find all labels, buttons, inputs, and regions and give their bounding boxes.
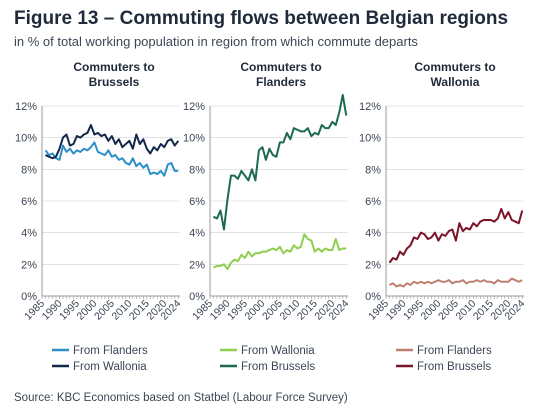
legend-label: From Wallonia	[73, 361, 147, 373]
panel-title-line: Flanders	[256, 75, 306, 89]
y-tick-label: 6%	[365, 196, 381, 208]
y-tick-label: 4%	[365, 228, 381, 240]
chart-source: Source: KBC Economics based on Statbel (…	[14, 392, 348, 404]
y-tick-label: 6%	[21, 196, 37, 208]
y-tick-label: 4%	[189, 228, 205, 240]
y-tick-label: 2%	[189, 259, 205, 271]
y-tick-label: 4%	[21, 228, 37, 240]
series-line	[389, 277, 523, 288]
series-line	[44, 141, 179, 177]
y-tick-label: 10%	[15, 133, 37, 145]
series-line	[45, 124, 180, 160]
panel-title-line: Commuters to	[414, 60, 495, 74]
series-line	[213, 93, 348, 231]
legend-label: From Brussels	[417, 361, 491, 373]
panel-title-line: Commuters to	[240, 60, 321, 74]
y-tick-label: 8%	[365, 164, 381, 176]
y-tick-label: 0%	[365, 291, 381, 303]
y-tick-label: 0%	[21, 291, 37, 303]
y-tick-label: 6%	[189, 196, 205, 208]
y-tick-label: 8%	[189, 164, 205, 176]
y-tick-label: 2%	[21, 259, 37, 271]
y-tick-label: 0%	[189, 291, 205, 303]
chart-title: Figure 13 – Commuting flows between Belg…	[14, 8, 509, 29]
series-line	[213, 233, 347, 271]
legend-label: From Flanders	[417, 345, 492, 357]
y-tick-label: 10%	[359, 133, 381, 145]
y-tick-label: 12%	[359, 101, 381, 113]
panel-title-line: Commuters to	[73, 60, 154, 74]
legend-label: From Brussels	[241, 361, 315, 373]
panel-title-line: Wallonia	[431, 75, 480, 89]
y-tick-label: 2%	[365, 259, 381, 271]
legend-label: From Wallonia	[241, 345, 315, 357]
panel-title-line: Brussels	[89, 75, 140, 89]
legend-label: From Flanders	[73, 345, 148, 357]
chart-subtitle: in % of total working population in regi…	[14, 34, 418, 49]
y-tick-label: 12%	[183, 101, 205, 113]
series-line	[388, 207, 524, 264]
y-tick-label: 12%	[15, 101, 37, 113]
y-tick-label: 8%	[21, 164, 37, 176]
y-tick-label: 10%	[183, 133, 205, 145]
